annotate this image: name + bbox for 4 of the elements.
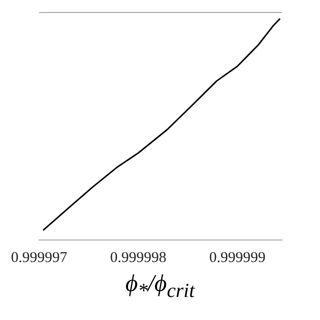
x-axis-title: ϕ$_{*}$/ϕ$_{crit}$ (124, 270, 196, 304)
x-tick-label: 0.999997 (11, 250, 68, 266)
x-tick-label: 0.999999 (209, 250, 266, 266)
x-tick-label: 0.999998 (110, 250, 166, 266)
